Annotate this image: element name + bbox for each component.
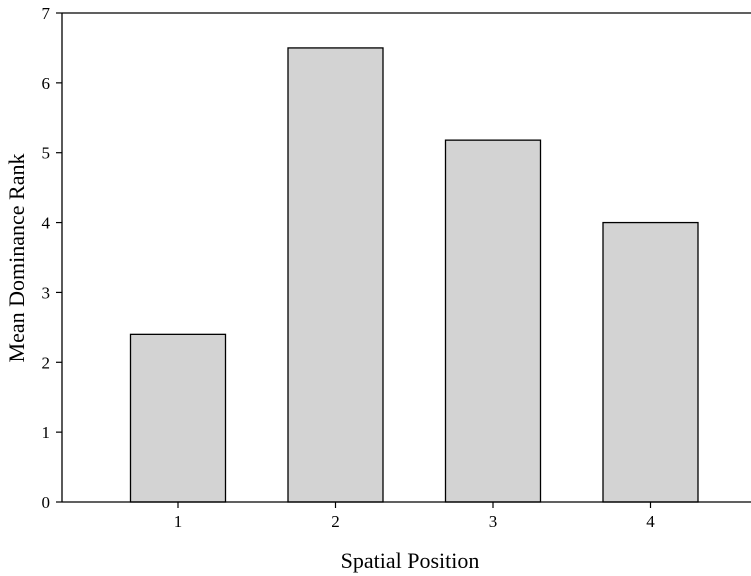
y-tick-label-5: 5: [42, 144, 51, 163]
x-axis-title: Spatial Position: [341, 548, 480, 573]
y-tick-label-0: 0: [42, 493, 51, 512]
bar-3: [444, 139, 542, 503]
x-tick-label-1: 1: [174, 512, 183, 531]
y-tick-label-3: 3: [42, 283, 51, 302]
bar-1: [129, 333, 227, 503]
y-axis-ticks: 0 1 2 3 4 5 6 7: [42, 4, 62, 512]
y-tick-label-6: 6: [42, 74, 51, 93]
y-tick-label-1: 1: [42, 423, 51, 442]
x-tick-label-4: 4: [646, 512, 655, 531]
y-tick-label-2: 2: [42, 353, 51, 372]
bars-group: [129, 47, 699, 503]
x-tick-label-3: 3: [489, 512, 498, 531]
x-axis-ticks: 1 2 3 4: [174, 502, 655, 531]
y-tick-label-7: 7: [42, 4, 51, 23]
y-tick-label-4: 4: [42, 214, 51, 233]
y-axis-title: Mean Dominance Rank: [4, 154, 29, 363]
bar-2: [287, 47, 384, 503]
x-tick-label-2: 2: [331, 512, 340, 531]
bar-4: [602, 221, 699, 503]
